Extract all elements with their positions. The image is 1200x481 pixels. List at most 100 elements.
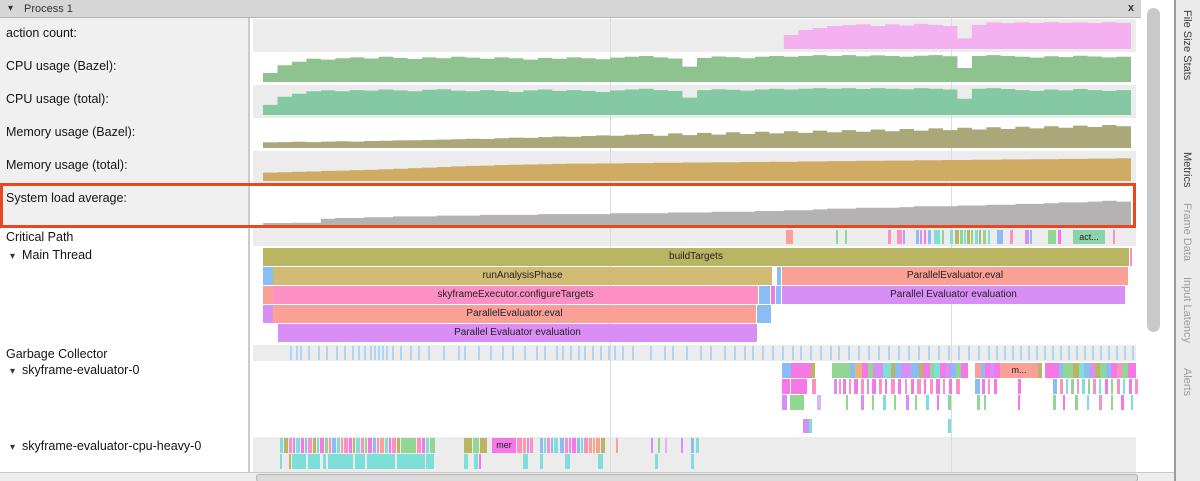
trace-slice[interactable]	[832, 363, 850, 378]
trace-slice[interactable]	[911, 363, 919, 378]
trace-slice[interactable]	[945, 363, 951, 378]
track-label-skyframe-evaluator-cpu-heavy-0[interactable]: ▾ skyframe-evaluator-cpu-heavy-0	[6, 439, 201, 453]
trace-slice[interactable]	[547, 438, 550, 453]
trace-slice[interactable]	[915, 395, 917, 410]
gc-tick[interactable]	[1060, 346, 1062, 360]
trace-slice[interactable]	[572, 438, 576, 453]
trace-slice-parallelevaluator-eval[interactable]: ParallelEvaluator.eval	[273, 305, 756, 323]
trace-slice[interactable]	[936, 379, 940, 394]
track-label-main-thread[interactable]: ▾ Main Thread	[6, 248, 92, 262]
trace-slice[interactable]	[1063, 395, 1065, 410]
trace-slice[interactable]	[589, 438, 592, 453]
gc-tick[interactable]	[1116, 346, 1118, 360]
trace-slice[interactable]	[377, 438, 379, 453]
gc-tick[interactable]	[1092, 346, 1094, 360]
trace-slice[interactable]	[926, 395, 929, 410]
trace-slice[interactable]	[1025, 230, 1029, 244]
trace-slice[interactable]	[1073, 363, 1079, 378]
trace-slice[interactable]	[791, 363, 811, 378]
trace-slice[interactable]	[948, 395, 951, 410]
gc-tick[interactable]	[608, 346, 610, 360]
trace-slice[interactable]	[891, 363, 895, 378]
tab-alerts[interactable]: Alerts	[1181, 368, 1193, 397]
trace-slice[interactable]	[584, 438, 588, 453]
trace-slice[interactable]	[289, 454, 291, 469]
gc-tick[interactable]	[810, 346, 812, 360]
gc-tick[interactable]	[1132, 346, 1134, 360]
trace-slice[interactable]	[898, 379, 901, 394]
gc-tick[interactable]	[556, 346, 558, 360]
track-label-memory-usage-bazel[interactable]: Memory usage (Bazel):	[6, 125, 135, 139]
trace-slice[interactable]	[551, 438, 553, 453]
trace-slice[interactable]	[540, 454, 543, 469]
trace-slice[interactable]	[1099, 379, 1101, 394]
trace-slice[interactable]	[349, 438, 352, 453]
trace-slice[interactable]	[544, 438, 546, 453]
gc-tick[interactable]	[988, 346, 990, 360]
track-label-system-load-average[interactable]: System load average:	[6, 191, 127, 205]
trace-slice[interactable]	[997, 230, 1003, 244]
close-button[interactable]: x	[1128, 2, 1135, 14]
trace-slice[interactable]	[263, 305, 273, 323]
track-collapse-arrow-icon[interactable]: ▾	[10, 366, 16, 377]
counter-chart-action-count[interactable]	[263, 21, 1131, 49]
trace-slice[interactable]	[759, 286, 770, 304]
trace-slice[interactable]	[994, 379, 997, 394]
track-collapse-arrow-icon[interactable]: ▾	[10, 442, 16, 453]
trace-slice[interactable]	[867, 379, 869, 394]
gc-tick[interactable]	[364, 346, 366, 360]
trace-slice[interactable]	[601, 438, 605, 453]
gc-tick[interactable]	[378, 346, 380, 360]
gc-tick[interactable]	[632, 346, 634, 360]
trace-slice[interactable]	[883, 363, 891, 378]
trace-slice[interactable]	[540, 438, 543, 453]
gc-tick[interactable]	[290, 346, 292, 360]
trace-slice[interactable]	[920, 230, 922, 244]
gc-tick[interactable]	[772, 346, 774, 360]
trace-slice[interactable]	[426, 454, 434, 469]
gc-tick[interactable]	[800, 346, 802, 360]
trace-slice[interactable]	[895, 363, 901, 378]
gc-tick[interactable]	[830, 346, 832, 360]
trace-slice[interactable]	[977, 395, 980, 410]
trace-slice[interactable]	[934, 230, 940, 244]
trace-slice[interactable]	[1077, 379, 1079, 394]
trace-slice[interactable]	[1106, 363, 1111, 378]
gc-tick[interactable]	[762, 346, 764, 360]
trace-slice[interactable]	[328, 454, 353, 469]
trace-slice[interactable]	[289, 438, 292, 453]
trace-slice[interactable]	[397, 438, 400, 453]
trace-slice[interactable]	[401, 438, 416, 453]
gc-tick[interactable]	[838, 346, 840, 360]
gc-tick[interactable]	[308, 346, 310, 360]
trace-slice[interactable]	[1130, 248, 1132, 266]
trace-slice[interactable]	[855, 363, 862, 378]
gc-tick[interactable]	[710, 346, 712, 360]
trace-slice-parallelevaluator-eval[interactable]: ParallelEvaluator.eval	[782, 267, 1128, 285]
trace-slice[interactable]	[873, 363, 883, 378]
trace-slice[interactable]	[341, 438, 343, 453]
trace-slice[interactable]	[928, 230, 931, 244]
trace-slice[interactable]	[975, 230, 978, 244]
trace-slice-parallel-evaluator-evaluation[interactable]: Parallel Evaluator evaluation	[782, 286, 1125, 304]
gc-tick[interactable]	[524, 346, 526, 360]
trace-slice[interactable]	[1128, 363, 1136, 378]
trace-slice[interactable]	[392, 438, 396, 453]
trace-slice[interactable]	[919, 363, 923, 378]
counter-chart-cpu-usage-total[interactable]	[263, 87, 1131, 115]
trace-slice[interactable]	[845, 230, 847, 244]
counter-chart-cpu-usage-bazel[interactable]	[263, 54, 1131, 82]
gc-tick[interactable]	[996, 346, 998, 360]
trace-slice[interactable]	[809, 419, 812, 433]
gc-tick[interactable]	[536, 346, 538, 360]
gc-tick[interactable]	[898, 346, 900, 360]
trace-slice[interactable]	[308, 454, 320, 469]
tab-metrics[interactable]: Metrics	[1181, 152, 1193, 188]
trace-slice[interactable]	[658, 438, 660, 453]
gc-tick[interactable]	[382, 346, 384, 360]
trace-slice[interactable]	[985, 363, 990, 378]
gc-tick[interactable]	[968, 346, 970, 360]
trace-slice[interactable]	[975, 379, 980, 394]
gc-tick[interactable]	[592, 346, 594, 360]
horizontal-scrollbar[interactable]	[0, 472, 1174, 481]
